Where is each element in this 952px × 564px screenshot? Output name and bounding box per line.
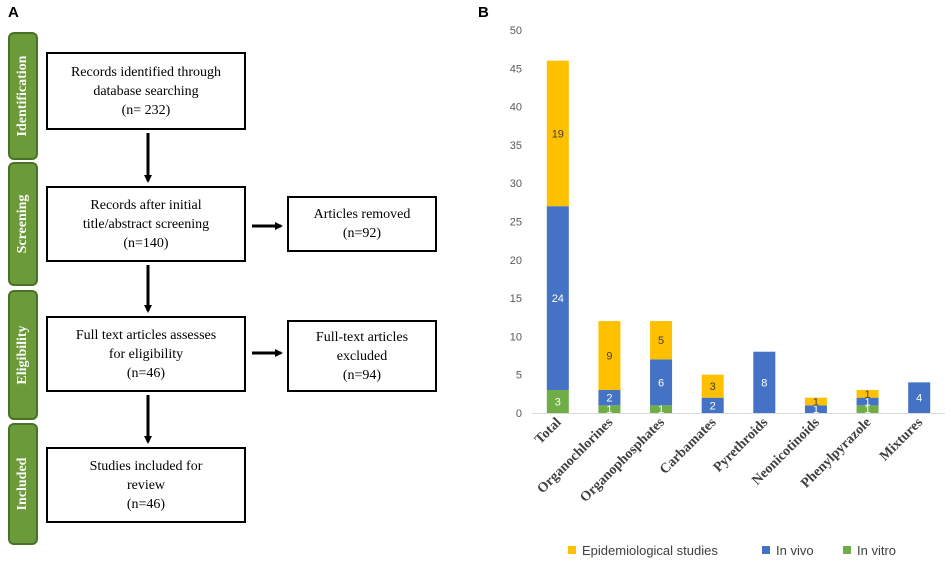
bar-value-label: 1 — [865, 397, 871, 409]
bar-segment — [650, 359, 673, 406]
stage-identification: Identification — [8, 32, 38, 160]
legend-swatch — [843, 546, 851, 554]
y-tick-label: 50 — [510, 25, 522, 37]
bar-value-label: 1 — [865, 389, 871, 401]
bar-value-label: 3 — [555, 397, 561, 409]
bar-segment — [856, 390, 879, 398]
bar-segment — [650, 405, 673, 413]
x-category-label: Carbamates — [657, 415, 720, 478]
bar-value-label: 24 — [552, 293, 564, 305]
bar-segment — [804, 405, 827, 413]
box-records-identified-line-2: database searching — [93, 83, 199, 99]
box-records-screened-line-3: (n=140) — [123, 235, 169, 251]
y-tick-label: 30 — [510, 178, 522, 190]
box-records-identified: Records identified through database sear… — [46, 52, 246, 130]
box-articles-removed: Articles removed (n=92) — [287, 196, 437, 252]
chart-legend: Epidemiological studies In vivo In vitro — [568, 543, 896, 558]
stage-screening: Screening — [8, 162, 38, 286]
bar-value-label: 4 — [916, 393, 922, 405]
y-tick-label: 15 — [510, 293, 522, 305]
bar-segment — [598, 405, 621, 413]
box-articles-removed-line-2: (n=92) — [342, 226, 382, 241]
bar-segment — [856, 397, 879, 406]
bar-value-label: 1 — [813, 404, 819, 416]
y-tick-label: 10 — [510, 331, 522, 343]
panel-a-label: A — [8, 4, 19, 21]
box-studies-included-line-2: review — [126, 477, 166, 493]
panel-b-label: B — [478, 4, 489, 21]
x-category-label: Mixtures — [877, 415, 926, 464]
box-full-text-excluded-line-3: (n=94) — [342, 367, 382, 383]
bar-value-label: 2 — [606, 393, 612, 405]
bar-value-label: 19 — [552, 128, 564, 140]
bar-segment — [701, 374, 724, 398]
bar-segment — [804, 397, 827, 406]
bar-value-label: 8 — [761, 377, 767, 389]
bar-segment — [546, 390, 569, 413]
bar-value-label: 5 — [658, 335, 664, 347]
box-articles-removed-line-1: Articles removed — [313, 207, 411, 222]
bar-segment — [546, 206, 569, 391]
box-full-text-assessed-line-2: for eligibility — [108, 346, 184, 362]
box-records-identified-line-3: (n= 232) — [121, 102, 171, 118]
box-records-identified-line-1: Records identified through — [70, 64, 222, 80]
y-tick-label: 5 — [516, 370, 522, 382]
bar-segment — [753, 351, 776, 413]
bar-value-label: 1 — [813, 397, 819, 409]
bar-segment — [650, 321, 673, 360]
bar-value-label: 1 — [606, 404, 612, 416]
legend-label: Epidemiological studies — [582, 543, 718, 558]
flow-arrows — [144, 133, 283, 444]
legend-swatch — [762, 546, 770, 554]
box-studies-included-line-3: (n=46) — [126, 496, 166, 512]
y-tick-label: 45 — [510, 63, 522, 75]
y-tick-label: 40 — [510, 102, 522, 114]
x-axis: TotalOrganochlorinesOrganophosphatesCarb… — [532, 413, 945, 506]
bar-segment — [701, 397, 724, 413]
box-studies-included: Studies included for review (n=46) — [46, 447, 246, 523]
stage-included: Included — [8, 423, 38, 545]
box-records-screened-line-2: title/abstract screening — [82, 216, 210, 232]
bar-segment — [908, 382, 931, 413]
legend-label: In vitro — [857, 543, 896, 558]
box-studies-included-line-1: Studies included for — [89, 458, 203, 474]
box-full-text-excluded-line-1: Full-text articles — [315, 329, 409, 345]
box-full-text-assessed: Full text articles assesses for eligibil… — [46, 316, 246, 392]
y-tick-label: 35 — [510, 140, 522, 152]
bar-value-label: 2 — [710, 400, 716, 412]
y-tick-label: 25 — [510, 217, 522, 229]
bar-segment — [598, 390, 621, 406]
bar-value-label: 1 — [865, 404, 871, 416]
bar-value-label: 3 — [710, 381, 716, 393]
legend-swatch — [568, 546, 576, 554]
x-category-label: Total — [532, 415, 564, 447]
box-full-text-assessed-line-3: (n=46) — [126, 365, 166, 381]
bar-segment — [546, 60, 569, 207]
bar-segment — [856, 405, 879, 413]
stage-eligibility: Eligibility — [8, 290, 38, 420]
legend-label: In vivo — [776, 543, 814, 558]
y-tick-label: 20 — [510, 255, 522, 267]
box-full-text-excluded-line-2: excluded — [336, 348, 388, 364]
bar-value-label: 1 — [658, 404, 664, 416]
y-axis: 0 5 10 15 20 25 30 35 40 45 50 — [510, 25, 522, 420]
box-records-screened: Records after initial title/abstract scr… — [46, 186, 246, 262]
y-tick-label: 0 — [516, 408, 522, 420]
bar-value-label: 9 — [606, 351, 612, 363]
bar-value-label: 6 — [658, 377, 664, 389]
box-full-text-assessed-line-1: Full text articles assesses — [75, 327, 217, 343]
bar-segment — [598, 321, 621, 391]
box-records-screened-line-1: Records after initial — [90, 197, 202, 213]
box-full-text-excluded: Full-text articles excluded (n=94) — [287, 320, 437, 392]
